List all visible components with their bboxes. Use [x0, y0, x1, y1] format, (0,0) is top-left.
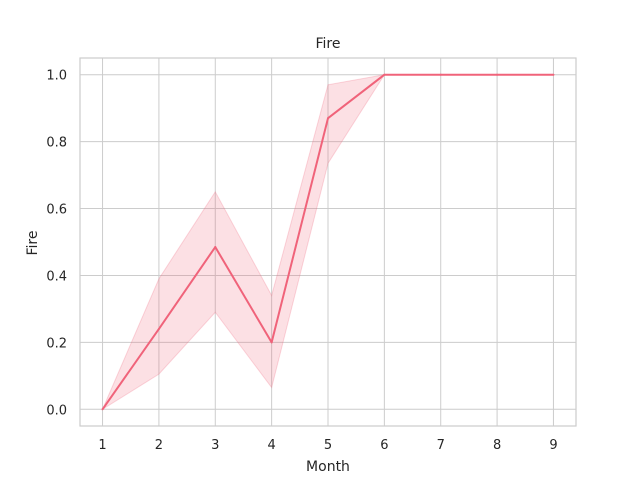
data-point [157, 327, 160, 330]
data-point [101, 408, 104, 411]
y-tick-labels: 0.0 0.2 0.4 0.6 0.8 1.0 [46, 69, 67, 419]
y-axis-label: Fire [25, 231, 41, 256]
y-tick-label: 0.6 [46, 203, 67, 218]
data-point [383, 73, 386, 76]
y-tick-label: 0.8 [46, 136, 67, 151]
data-point [439, 73, 442, 76]
x-tick-label: 5 [324, 438, 332, 453]
x-tick-label: 6 [380, 438, 388, 453]
y-tick-label: 0.4 [46, 269, 67, 284]
data-point [270, 341, 273, 344]
grid-lines [80, 58, 576, 426]
data-point [552, 73, 555, 76]
data-point [327, 117, 329, 120]
y-tick-label: 0.2 [46, 336, 67, 351]
data-point [496, 73, 499, 76]
x-tick-label: 4 [267, 438, 275, 453]
x-tick-labels: 1 2 3 4 5 6 7 8 9 [98, 438, 557, 453]
data-point [214, 246, 217, 249]
x-axis-label: Month [306, 459, 350, 475]
confidence-band [101, 74, 554, 411]
series-line-layer [101, 73, 555, 411]
x-tick-label: 8 [493, 438, 501, 453]
x-tick-label: 1 [98, 438, 106, 453]
y-tick-label: 0.0 [46, 403, 67, 418]
x-tick-label: 7 [437, 438, 445, 453]
x-tick-label: 2 [155, 438, 163, 453]
x-tick-label: 3 [211, 438, 219, 453]
chart-title: Fire [316, 36, 341, 52]
x-tick-label: 9 [549, 438, 557, 453]
confidence-band-layer [101, 74, 554, 411]
plot-frame [79, 57, 577, 427]
y-tick-label: 1.0 [46, 69, 67, 84]
